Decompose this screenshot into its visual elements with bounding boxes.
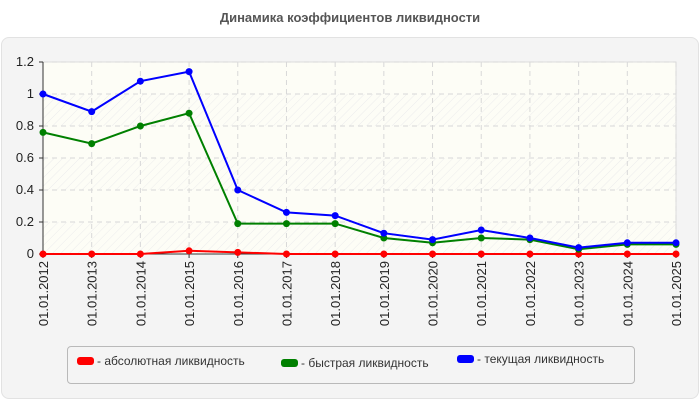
data-point: [429, 250, 437, 258]
legend-label: - текущая ликвидность: [477, 352, 605, 366]
data-point: [88, 108, 96, 116]
x-tick-label: 01.01.2025: [669, 261, 684, 326]
data-point: [39, 90, 47, 98]
data-point: [477, 234, 485, 242]
legend-item-current: - текущая ликвидность: [457, 352, 604, 366]
data-point: [672, 239, 680, 247]
data-point: [136, 250, 144, 258]
data-point: [331, 212, 339, 220]
data-point: [623, 250, 631, 258]
data-point: [88, 250, 96, 258]
x-tick-label: 01.01.2022: [523, 261, 538, 326]
data-point: [185, 68, 193, 76]
data-point: [526, 250, 534, 258]
data-point: [331, 220, 339, 228]
x-tick-label: 01.01.2018: [328, 261, 343, 326]
y-tick-label: 0: [27, 246, 34, 261]
data-point: [234, 248, 242, 256]
x-tick-label: 01.01.2020: [426, 261, 441, 326]
legend-label: - абсолютная ликвидность: [97, 354, 245, 368]
chart-legend: - абсолютная ликвидность - быстрая ликви…: [67, 346, 635, 384]
data-point: [380, 234, 388, 242]
x-tick-label: 01.01.2017: [279, 261, 294, 326]
data-point: [672, 250, 680, 258]
data-point: [234, 220, 242, 228]
data-point: [39, 128, 47, 136]
data-point: [380, 250, 388, 258]
x-tick-label: 01.01.2014: [133, 261, 148, 326]
legend-swatch-red: [77, 357, 94, 365]
data-point: [185, 109, 193, 117]
data-point: [477, 250, 485, 258]
legend-swatch-green: [281, 359, 298, 367]
chart-title: Динамика коэффициентов ликвидности: [219, 10, 481, 25]
data-point: [282, 250, 290, 258]
series-line: [43, 249, 676, 255]
series-line: [42, 70, 676, 249]
data-point: [526, 234, 534, 242]
data-point: [234, 186, 242, 194]
x-tick-label: 01.01.2023: [572, 261, 587, 326]
data-point: [575, 244, 583, 252]
x-tick-label: 01.01.2024: [620, 261, 635, 326]
y-tick-label: 1: [27, 86, 34, 101]
legend-swatch-blue: [457, 355, 474, 363]
data-point: [39, 250, 47, 258]
data-point: [136, 77, 144, 85]
data-point: [477, 226, 485, 234]
data-point: [331, 250, 339, 258]
legend-label: - быстрая ликвидность: [301, 356, 429, 370]
data-point: [136, 122, 144, 130]
x-tick-label: 01.01.2012: [36, 261, 51, 326]
x-tick-label: 01.01.2013: [85, 261, 100, 326]
data-point: [575, 250, 583, 258]
x-tick-label: 01.01.2016: [231, 261, 246, 326]
data-point: [185, 247, 193, 255]
y-tick-label: 1.2: [16, 54, 34, 69]
y-tick-label: 0.6: [16, 150, 34, 165]
data-point: [282, 220, 290, 228]
series-line: [42, 112, 676, 251]
data-point: [623, 239, 631, 247]
data-point: [88, 140, 96, 148]
legend-item-quick: - быстрая ликвидность: [281, 356, 429, 370]
data-point: [282, 208, 290, 216]
x-tick-label: 01.01.2021: [474, 261, 489, 326]
data-point: [380, 229, 388, 237]
data-point: [429, 236, 437, 244]
x-tick-label: 01.01.2019: [377, 261, 392, 326]
x-tick-label: 01.01.2015: [182, 261, 197, 326]
y-tick-label: 0.8: [16, 118, 34, 133]
y-tick-label: 0.2: [16, 214, 34, 229]
y-tick-label: 0.4: [16, 182, 34, 197]
legend-item-absolute: - абсолютная ликвидность: [77, 354, 245, 368]
